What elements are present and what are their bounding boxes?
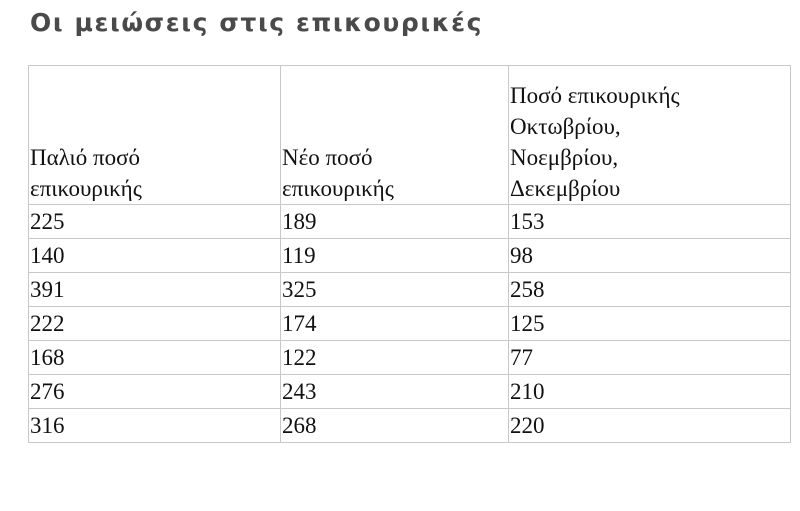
header-new-amount: Νέο ποσό επικουρικής — [280, 65, 509, 205]
table-row: 168 122 77 — [28, 340, 791, 375]
table-row: 276 243 210 — [28, 374, 791, 409]
table-cell: 243 — [280, 374, 509, 409]
header-line: επικουρικής — [30, 176, 142, 201]
table-cell: 119 — [280, 238, 509, 273]
table-cell: 276 — [28, 374, 281, 409]
table-cell: 189 — [280, 204, 509, 239]
table-row: 391 325 258 — [28, 272, 791, 307]
table-cell: 268 — [280, 408, 509, 443]
table-cell: 222 — [28, 306, 281, 341]
page-title: Οι μειώσεις στις επικουρικές — [30, 8, 484, 37]
header-line: Ποσό επικουρικής — [510, 83, 680, 108]
table-cell: 225 — [28, 204, 281, 239]
table-cell: 168 — [28, 340, 281, 375]
header-oct-nov-dec-amount: Ποσό επικουρικής Οκτωβρίου, Νοεμβρίου, Δ… — [508, 65, 791, 205]
table-cell: 391 — [28, 272, 281, 307]
table-row: 225 189 153 — [28, 204, 791, 239]
table-row: 222 174 125 — [28, 306, 791, 341]
header-line: Νοεμβρίου, — [510, 145, 619, 170]
table-cell: 122 — [280, 340, 509, 375]
table-cell: 325 — [280, 272, 509, 307]
pension-cuts-table: Παλιό ποσό επικουρικής Νέο ποσό επικουρι… — [28, 65, 791, 443]
table-row: 316 268 220 — [28, 408, 791, 443]
table-header-row: Παλιό ποσό επικουρικής Νέο ποσό επικουρι… — [28, 65, 791, 205]
table-cell: 258 — [508, 272, 791, 307]
header-old-amount: Παλιό ποσό επικουρικής — [28, 65, 281, 205]
header-line: Οκτωβρίου, — [510, 114, 621, 139]
header-line: Νέο ποσό — [282, 145, 373, 170]
table-cell: 98 — [508, 238, 791, 273]
table-cell: 140 — [28, 238, 281, 273]
table-row: 140 119 98 — [28, 238, 791, 273]
table-cell: 125 — [508, 306, 791, 341]
header-line: Δεκεμβρίου — [510, 176, 621, 201]
header-line: επικουρικής — [282, 176, 394, 201]
table-cell: 174 — [280, 306, 509, 341]
table-cell: 210 — [508, 374, 791, 409]
table-cell: 153 — [508, 204, 791, 239]
table-cell: 220 — [508, 408, 791, 443]
table-cell: 316 — [28, 408, 281, 443]
header-line: Παλιό ποσό — [30, 145, 140, 170]
table-cell: 77 — [508, 340, 791, 375]
